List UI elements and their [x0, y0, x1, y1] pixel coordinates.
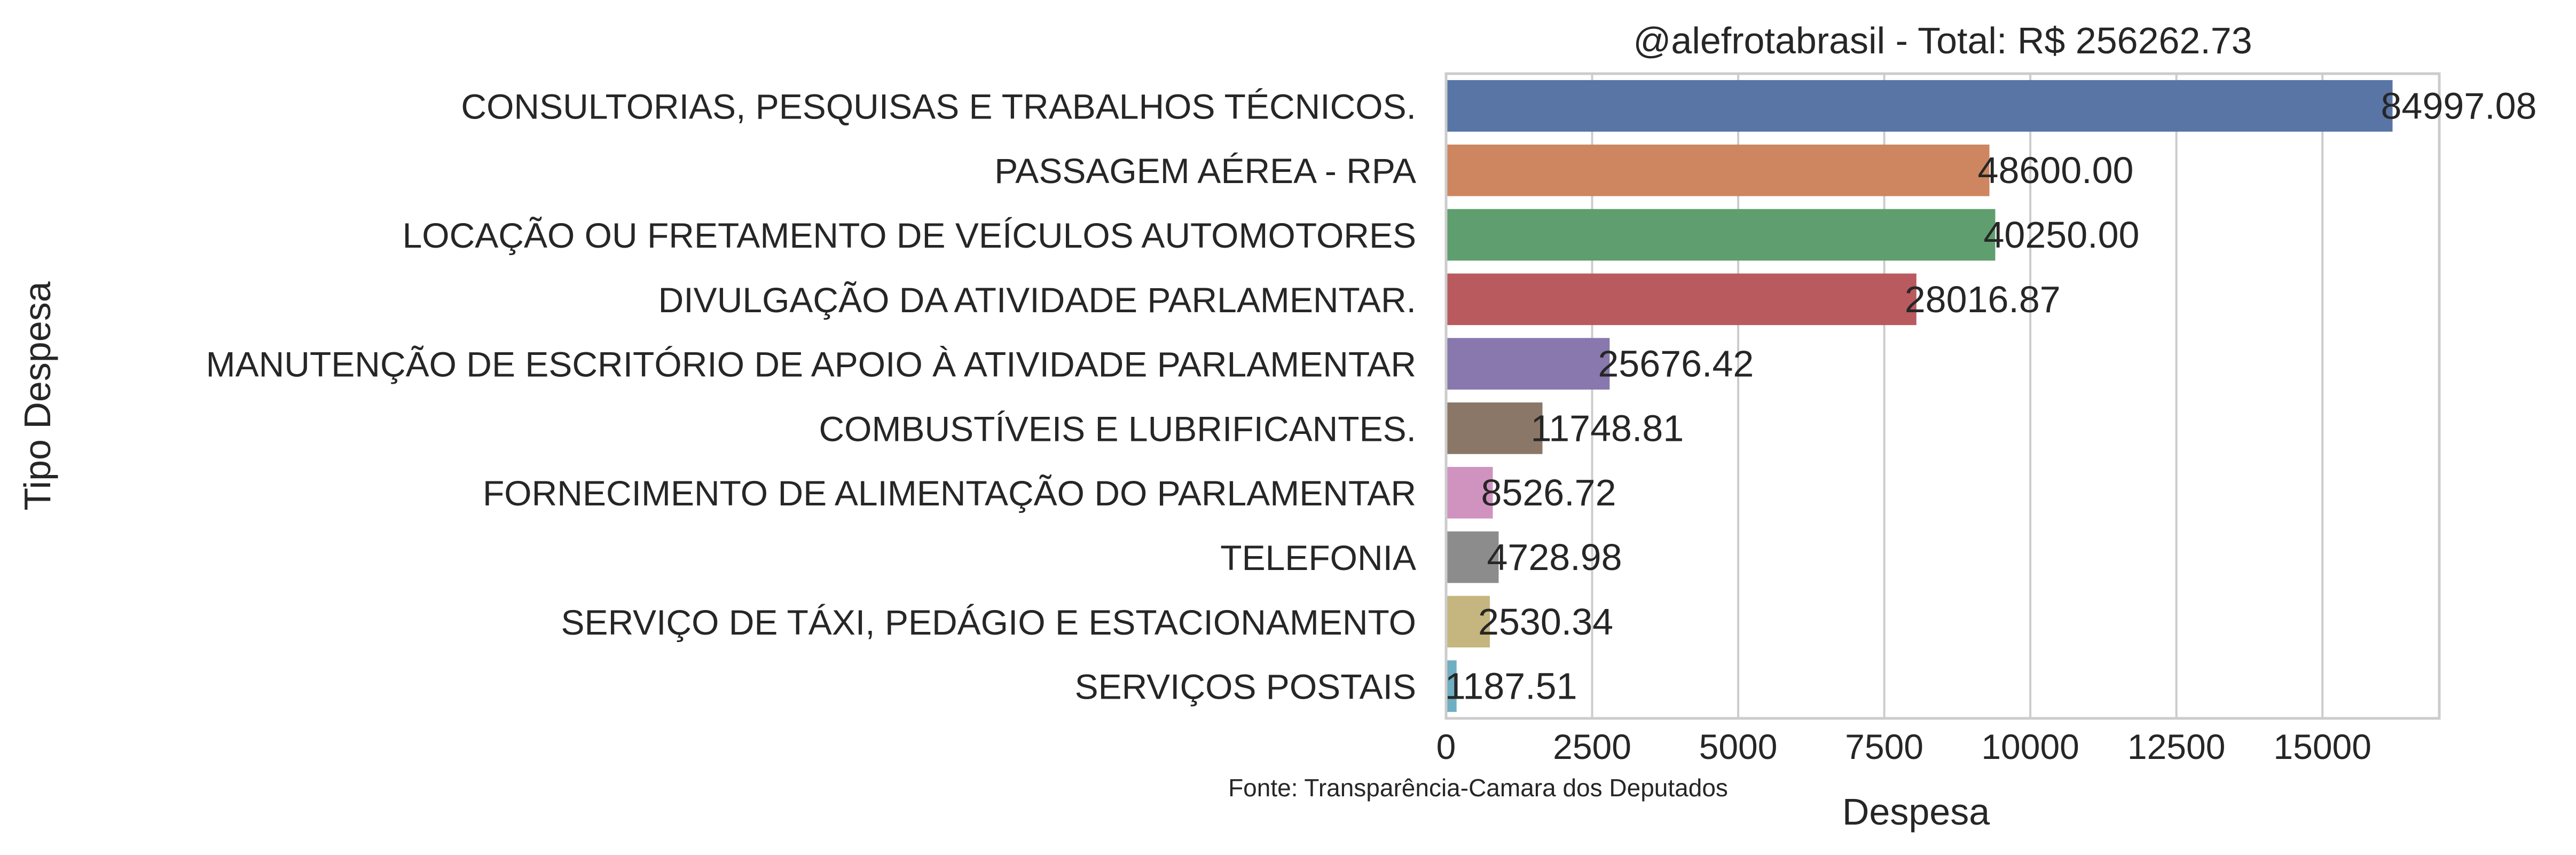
chart-title: @alefrotabrasil - Total: R$ 256262.73: [1633, 20, 2252, 61]
x-tick-label: 12500: [2127, 727, 2226, 766]
x-tick-label: 15000: [2273, 727, 2371, 766]
value-label: 2530.34: [1478, 601, 1613, 643]
y-axis-label: Tipo Despesa: [17, 281, 58, 510]
x-tick-label: 2500: [1553, 727, 1631, 766]
bar: [1446, 273, 1917, 326]
x-tick-label: 5000: [1699, 727, 1778, 766]
bars: [1446, 80, 2393, 712]
category-label: SERVIÇO DE TÁXI, PEDÁGIO E ESTACIONAMENT…: [561, 603, 1416, 642]
bar: [1446, 596, 1490, 648]
bar: [1446, 466, 1493, 519]
bar: [1446, 209, 1996, 261]
plot-frame: [1444, 72, 2441, 720]
bar: [1446, 402, 1543, 454]
value-label: 8526.72: [1481, 472, 1616, 513]
value-label: 40250.00: [1983, 214, 2139, 256]
x-tick-label: 0: [1436, 727, 1456, 766]
bar: [1446, 531, 1499, 583]
category-labels: CONSULTORIAS, PESQUISAS E TRABALHOS TÉCN…: [206, 86, 1416, 706]
category-label: SERVIÇOS POSTAIS: [1075, 667, 1416, 707]
value-label: 48600.00: [1978, 149, 2134, 191]
x-tick-label: 7500: [1845, 727, 1923, 766]
value-labels: 84997.08 48600.00 40250.00 28016.87 25676.42…: [1445, 85, 2537, 707]
source-note: Fonte: Transparência-Camara dos Deputado…: [1228, 774, 1728, 802]
category-label: FORNECIMENTO DE ALIMENTAÇÃO DO PARLAMENT…: [483, 473, 1416, 513]
value-label: 28016.87: [1905, 279, 2061, 320]
bar: [1446, 144, 1990, 196]
x-tick-labels: 0 2500 5000 7500 10000 12500 15000: [1436, 727, 2371, 766]
bar: [1446, 338, 1610, 390]
bar: [1446, 80, 2393, 132]
category-label: CONSULTORIAS, PESQUISAS E TRABALHOS TÉCN…: [461, 86, 1416, 126]
value-label: 84997.08: [2381, 85, 2536, 126]
category-label: COMBUSTÍVEIS E LUBRIFICANTES.: [819, 409, 1416, 448]
category-label: PASSAGEM AÉREA - RPA: [994, 151, 1416, 191]
category-label: LOCAÇÃO OU FRETAMENTO DE VEÍCULOS AUTOMO…: [403, 216, 1416, 255]
x-tick-label: 10000: [1981, 727, 2079, 766]
category-label: MANUTENÇÃO DE ESCRITÓRIO DE APOIO À ATIV…: [206, 345, 1416, 384]
value-label: 1187.51: [1445, 666, 1577, 707]
value-label: 11748.81: [1531, 407, 1684, 449]
bar: [1446, 660, 1457, 712]
x-axis-label: Despesa: [1842, 791, 1990, 833]
category-label: TELEFONIA: [1220, 538, 1416, 577]
value-label: 4728.98: [1487, 536, 1622, 578]
category-label: DIVULGAÇÃO DA ATIVIDADE PARLAMENTAR.: [658, 280, 1416, 320]
value-label: 25676.42: [1598, 343, 1754, 385]
